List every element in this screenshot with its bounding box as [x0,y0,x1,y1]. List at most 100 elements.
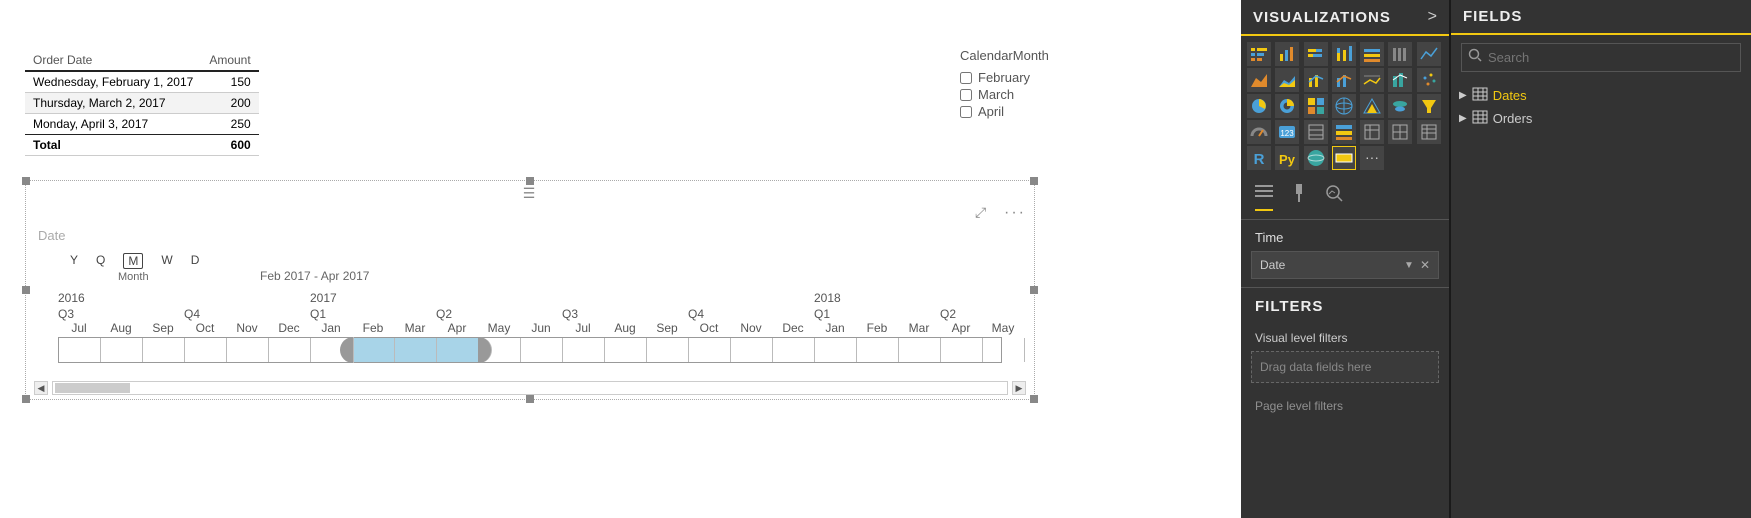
month-cell[interactable] [647,338,689,362]
scroll-track[interactable] [52,381,1008,395]
viz-type-icon[interactable]: 123 [1275,120,1299,144]
month-cell[interactable] [941,338,983,362]
viz-type-icon[interactable] [1247,94,1271,118]
fields-search[interactable] [1461,43,1741,72]
viz-type-icon[interactable] [1417,120,1441,144]
viz-type-icon[interactable] [1247,42,1271,66]
month-cell[interactable] [731,338,773,362]
slicer-item[interactable]: March [960,86,1049,103]
timeline-scrollbar[interactable]: ◀ ▶ [34,381,1026,395]
month-cell[interactable] [899,338,941,362]
month-cell[interactable] [605,338,647,362]
viz-type-icon[interactable] [1388,94,1412,118]
month-cell[interactable] [773,338,815,362]
viz-type-icon[interactable] [1332,146,1356,170]
granularity-option[interactable]: M [123,253,143,269]
viz-type-icon[interactable]: Py [1275,146,1299,170]
format-tab-icon[interactable] [1291,184,1307,211]
viz-type-icon[interactable] [1388,42,1412,66]
resize-handle[interactable] [1030,286,1038,294]
viz-type-icon[interactable] [1332,68,1356,92]
table-row[interactable]: Wednesday, February 1, 2017150 [25,71,259,93]
expand-icon[interactable]: ▶ [1459,113,1467,124]
viz-type-icon[interactable] [1304,120,1328,144]
table-row[interactable]: Thursday, March 2, 2017200 [25,93,259,114]
resize-handle[interactable] [1030,395,1038,403]
scroll-thumb[interactable] [55,383,130,393]
month-cell[interactable] [185,338,227,362]
viz-type-icon[interactable] [1304,42,1328,66]
fields-tab-icon[interactable] [1255,184,1273,211]
viz-type-icon[interactable] [1332,94,1356,118]
analytics-tab-icon[interactable] [1325,184,1343,211]
col-header-amount[interactable]: Amount [201,50,258,71]
viz-type-icon[interactable] [1332,42,1356,66]
month-cell[interactable] [857,338,899,362]
remove-field-icon[interactable]: ✕ [1420,258,1430,272]
table-visual[interactable]: Order Date Amount Wednesday, February 1,… [25,50,259,156]
resize-handle[interactable] [22,177,30,185]
month-cell[interactable] [815,338,857,362]
slicer-checkbox[interactable] [960,106,972,118]
month-cell[interactable] [353,338,395,362]
more-options-icon[interactable]: ··· [1004,204,1026,221]
viz-type-icon[interactable] [1360,68,1384,92]
month-cell[interactable] [437,338,479,362]
slicer-visual[interactable]: CalendarMonth FebruaryMarchApril [960,48,1049,120]
month-cell[interactable] [101,338,143,362]
month-cell[interactable] [983,338,1025,362]
month-cell[interactable] [689,338,731,362]
viz-type-icon[interactable] [1360,120,1384,144]
resize-handle[interactable] [1030,177,1038,185]
scroll-left-button[interactable]: ◀ [34,381,48,395]
search-input[interactable] [1488,50,1734,65]
viz-type-icon[interactable] [1388,68,1412,92]
resize-handle[interactable] [22,395,30,403]
slicer-checkbox[interactable] [960,89,972,101]
month-cell[interactable] [563,338,605,362]
resize-handle[interactable] [526,177,534,185]
slicer-item[interactable]: April [960,103,1049,120]
collapse-panel-icon[interactable]: > [1428,8,1437,26]
slicer-checkbox[interactable] [960,72,972,84]
granularity-option[interactable]: Y [70,253,78,269]
field-table-row[interactable]: ▶ Orders [1457,107,1745,130]
month-cell[interactable] [227,338,269,362]
focus-mode-icon[interactable]: ⤢ [975,204,986,220]
viz-type-icon[interactable] [1304,68,1328,92]
viz-type-icon[interactable] [1417,42,1441,66]
viz-type-icon[interactable] [1332,120,1356,144]
viz-type-icon[interactable] [1417,94,1441,118]
granularity-selector[interactable]: YQMWD [30,247,1030,271]
viz-type-icon[interactable] [1417,68,1441,92]
granularity-option[interactable]: D [191,253,200,269]
field-dropdown-icon[interactable]: ▼ [1398,260,1420,271]
month-cell[interactable] [59,338,101,362]
viz-type-icon[interactable] [1275,68,1299,92]
viz-type-icon[interactable] [1388,120,1412,144]
table-row[interactable]: Monday, April 3, 2017250 [25,114,259,135]
granularity-option[interactable]: W [161,253,172,269]
viz-type-icon[interactable] [1275,42,1299,66]
field-well-date[interactable]: Date ▼ ✕ [1251,251,1439,279]
month-cell[interactable] [395,338,437,362]
field-table-row[interactable]: ▶ Dates [1457,84,1745,107]
filters-drop-zone[interactable]: Drag data fields here [1251,351,1439,383]
viz-type-icon[interactable] [1247,120,1271,144]
viz-type-icon[interactable] [1360,42,1384,66]
expand-icon[interactable]: ▶ [1459,90,1467,101]
viz-type-icon[interactable]: ··· [1360,146,1384,170]
viz-type-icon[interactable] [1275,94,1299,118]
slicer-item[interactable]: February [960,69,1049,86]
timeline-bar[interactable] [58,337,1002,363]
viz-type-icon[interactable] [1304,94,1328,118]
viz-type-icon[interactable] [1360,94,1384,118]
month-cell[interactable] [269,338,311,362]
viz-type-icon[interactable] [1247,68,1271,92]
col-header-date[interactable]: Order Date [25,50,201,71]
viz-type-icon[interactable] [1304,146,1328,170]
granularity-option[interactable]: Q [96,253,105,269]
scroll-right-button[interactable]: ▶ [1012,381,1026,395]
viz-type-icon[interactable]: R [1247,146,1271,170]
timeline-visual[interactable]: ☰ ⤢ ··· Date YQMWD Month Feb 2017 - Apr … [25,180,1035,400]
